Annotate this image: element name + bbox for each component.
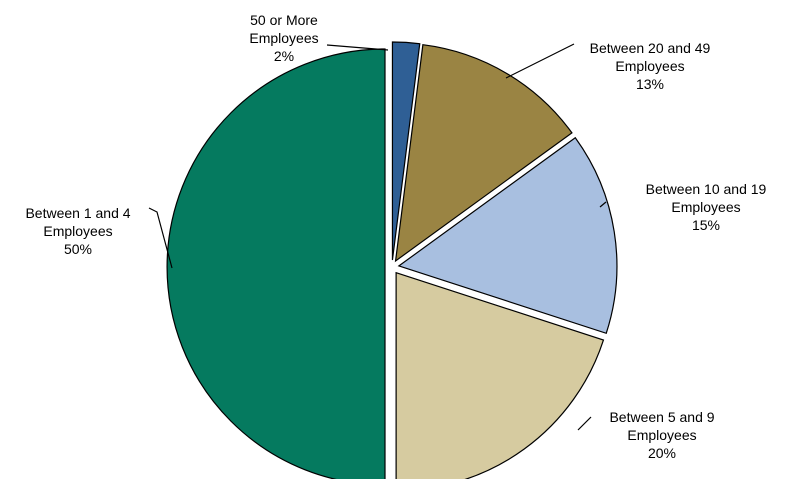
pie-slice-5 (166, 48, 386, 484)
pie-slice-5-label-line: Employees (43, 223, 112, 239)
pie-slice-3-label-line: Employees (671, 199, 740, 215)
pie-slice-3-leader-line (599, 201, 607, 208)
pie-slice-3-label: Between 10 and 19 Employees 15% (646, 181, 767, 233)
pie-slice-4-label-line: 20% (648, 445, 676, 461)
pie-slice-1-label-line: Employees (249, 30, 318, 46)
pie-slice-1 (391, 41, 421, 261)
pie-slice-5-label-line: 50% (64, 241, 92, 257)
pie-slice-2-label-line: 13% (636, 76, 664, 92)
pie-slice-5-leader-line (148, 207, 173, 269)
pie-slice-2 (394, 44, 573, 263)
leader-lines (148, 43, 607, 431)
pie-slice-5-label: Between 1 and 4 Employees 50% (25, 205, 130, 257)
pie-slice-4 (395, 271, 605, 484)
pie-slice-2-label: Between 20 and 49 Employees 13% (590, 40, 711, 92)
pie-slice-2-leader-line (505, 43, 575, 79)
slice-labels: 50 or More Employees 2% Between 20 and 49 Em… (25, 12, 766, 461)
pie-slice-1-leader-line (326, 44, 389, 51)
pie-slice-3 (397, 136, 618, 335)
pie-slice-1-label-line: 50 or More (250, 12, 318, 28)
pie-slice-4-label: Between 5 and 9 Employees 20% (609, 409, 714, 461)
pie-slice-2-label-line: Between 20 and 49 (590, 40, 711, 56)
pie-slice-3-label-line: Between 10 and 19 (646, 181, 767, 197)
pie-slice-5-label-line: Between 1 and 4 (25, 205, 130, 221)
pie-slice-4-label-line: Between 5 and 9 (609, 409, 714, 425)
pie-slice-4-leader-line (577, 416, 592, 431)
pie-slice-1-label: 50 or More Employees 2% (249, 12, 318, 64)
pie-slices (166, 41, 618, 484)
pie-slice-3-label-line: 15% (692, 217, 720, 233)
pie-slice-4-label-line: Employees (627, 427, 696, 443)
pie-slice-1-label-line: 2% (274, 48, 294, 64)
pie-slice-2-label-line: Employees (615, 58, 684, 74)
